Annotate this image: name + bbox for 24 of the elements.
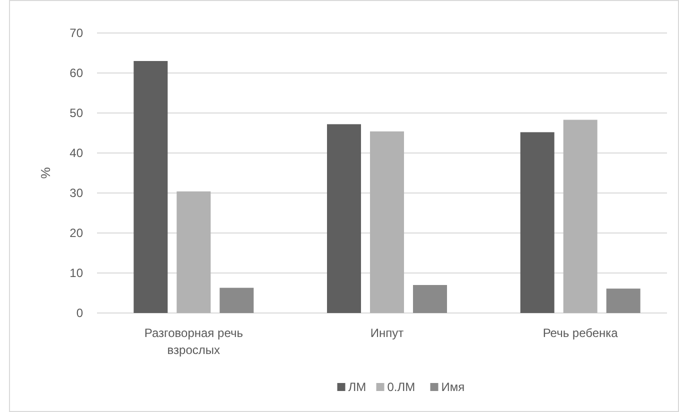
y-tick-label: 50	[70, 106, 84, 120]
y-axis-title: %	[38, 166, 53, 179]
bar	[370, 131, 404, 313]
legend-label: ЛМ	[348, 380, 366, 394]
bar	[220, 288, 254, 313]
bar	[520, 132, 554, 313]
x-tick-label: Речь ребенка	[542, 326, 618, 340]
y-tick-label: 40	[70, 146, 84, 160]
bar	[134, 61, 168, 313]
y-tick-label: 30	[70, 186, 84, 200]
bar	[327, 124, 361, 313]
bar	[413, 285, 447, 313]
legend-label: Имя	[441, 380, 465, 394]
bar	[606, 288, 640, 313]
y-tick-label: 10	[70, 266, 84, 280]
bar	[563, 120, 598, 313]
legend-label: 0.ЛМ	[387, 380, 416, 394]
x-tick-label: Разговорная речь взрослых	[144, 326, 243, 357]
y-tick-label: 70	[70, 26, 84, 40]
y-tick-label: 60	[70, 66, 84, 80]
x-tick-label: Инпут	[370, 326, 404, 340]
y-tick-label: 20	[70, 226, 84, 240]
y-tick-label: 0	[76, 306, 84, 320]
bar	[176, 191, 211, 313]
